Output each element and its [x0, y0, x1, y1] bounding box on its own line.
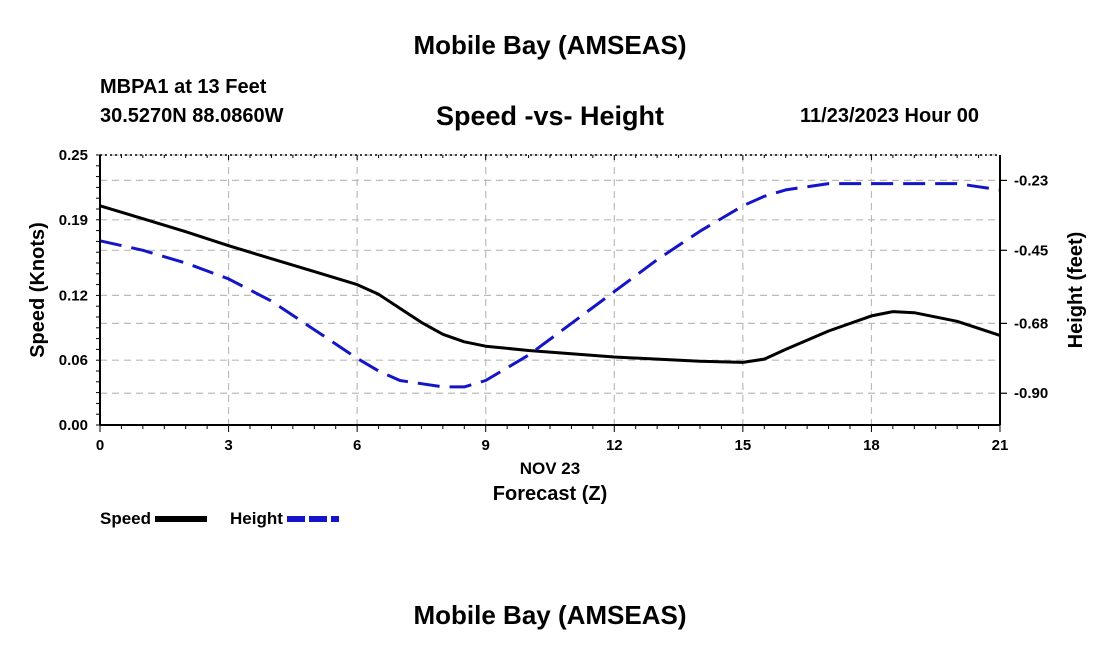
y2-axis-label: Height (feet)	[1065, 232, 1087, 349]
series-line-height	[99, 182, 1001, 389]
series-line-speed	[99, 204, 1001, 364]
y2-tick-label: -0.90	[1014, 385, 1048, 402]
y-tick-label: 0.19	[59, 212, 88, 229]
x-tick-label: 15	[735, 437, 752, 454]
chart: 0 3 6 9 12 15 18 21 0.00 0.06 0.12 0.19 0.25 -0.23 -0.…	[27, 147, 1087, 505]
x-tick-label: 0	[96, 437, 104, 454]
x-tick-label: 12	[606, 437, 623, 454]
legend-item-height: Height	[230, 509, 339, 529]
x-tick-label: 9	[482, 437, 490, 454]
y2-tick-label: -0.23	[1014, 172, 1048, 189]
y2-tick-label: -0.68	[1014, 315, 1048, 332]
legend-label-speed: Speed	[100, 509, 152, 528]
x-tick-label: 21	[992, 437, 1009, 454]
tick-labels: 0 3 6 9 12 15 18 21 0.00 0.06 0.12 0.19 0.25 -0.23 -0.…	[59, 147, 1048, 454]
y-tick-label: 0.12	[59, 287, 88, 304]
page-title: Mobile Bay (AMSEAS)	[413, 30, 687, 60]
gridlines	[99, 154, 1001, 426]
x-tick-label: 3	[224, 437, 232, 454]
y-axis-label: Speed (Knots)	[27, 222, 49, 358]
chart-title: Speed -vs- Height	[435, 101, 665, 131]
y-tick-label: 0.00	[59, 417, 88, 434]
x-axis-label: Forecast (Z)	[493, 483, 607, 505]
legend-swatch-height	[286, 516, 339, 522]
legend-swatch-speed	[155, 516, 208, 522]
x-tick-label: 6	[353, 437, 361, 454]
y2-tick-label: -0.45	[1014, 242, 1048, 259]
forecast-date: 11/23/2023 Hour 00	[800, 105, 980, 127]
plot-lines	[99, 182, 1001, 389]
legend-item-speed: Speed	[100, 509, 208, 529]
station-label: MBPA1 at 13 Feet	[100, 76, 267, 98]
legend-label-height: Height	[230, 509, 283, 528]
y-tick-label: 0.25	[59, 147, 88, 164]
x-axis-date-label: NOV 23	[520, 459, 580, 478]
axes	[96, 154, 1007, 432]
y-tick-label: 0.06	[59, 352, 88, 369]
station-coordinates: 30.5270N 88.0860W	[100, 105, 284, 127]
bottom-title: Mobile Bay (AMSEAS)	[413, 600, 687, 630]
x-tick-label: 18	[863, 437, 880, 454]
